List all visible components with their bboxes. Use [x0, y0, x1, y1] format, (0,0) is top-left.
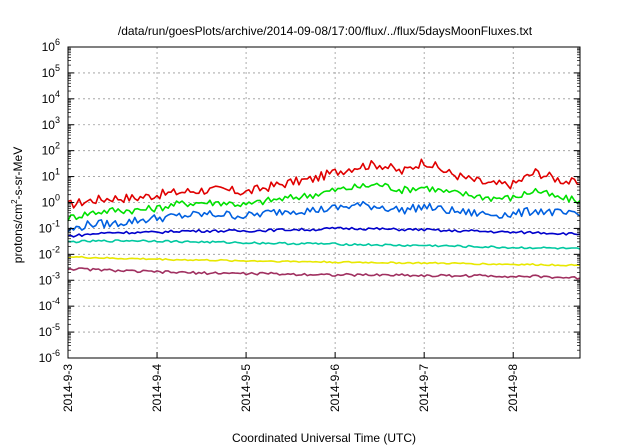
y-tick-label: 102	[42, 141, 60, 158]
series-line-5	[67, 255, 581, 267]
x-tick-label: 2014-9-7	[417, 364, 431, 412]
x-tick-label: 2014-9-6	[328, 364, 342, 412]
y-tick-label: 106	[42, 37, 60, 54]
series-line-6	[67, 267, 581, 280]
y-tick-label: 101	[42, 167, 60, 184]
x-tick-label: 2014-9-4	[150, 364, 164, 412]
grid-layer	[68, 47, 580, 358]
series-layer	[67, 158, 581, 280]
x-axis-label: Coordinated Universal Time (UTC)	[232, 431, 416, 445]
y-tick-label: 10-1	[39, 218, 60, 235]
series-line-1	[67, 182, 581, 222]
y-tick-label: 105	[42, 63, 60, 80]
y-axis-label: protons/cm2-s-sr-MeV	[10, 147, 25, 263]
tick-layer: 2014-9-3 2014-9-4 2014-9-5 2014-9-6 2014-9-7…	[39, 37, 580, 412]
y-tick-label: 10-2	[39, 244, 60, 261]
x-tick-label: 2014-9-3	[61, 364, 75, 412]
y-tick-label: 100	[42, 193, 60, 210]
svg-text:protons/cm2-s-sr-MeV: protons/cm2-s-sr-MeV	[10, 147, 25, 263]
series-line-2	[67, 200, 581, 233]
x-tick-label: 2014-9-5	[239, 364, 253, 412]
y-tick-label: 10-6	[39, 348, 60, 365]
y-tick-label: 103	[42, 115, 60, 132]
y-tick-label: 10-4	[39, 296, 60, 313]
y-tick-label: 10-5	[39, 322, 60, 339]
y-tick-label: 10-3	[39, 270, 60, 287]
series-line-4	[67, 239, 581, 250]
chart-title: /data/run/goesPlots/archive/2014-09-08/1…	[118, 24, 533, 38]
x-tick-label: 2014-9-8	[506, 364, 520, 412]
y-tick-label: 104	[42, 89, 60, 106]
series-line-3	[67, 226, 581, 238]
series-line-0	[67, 158, 581, 209]
